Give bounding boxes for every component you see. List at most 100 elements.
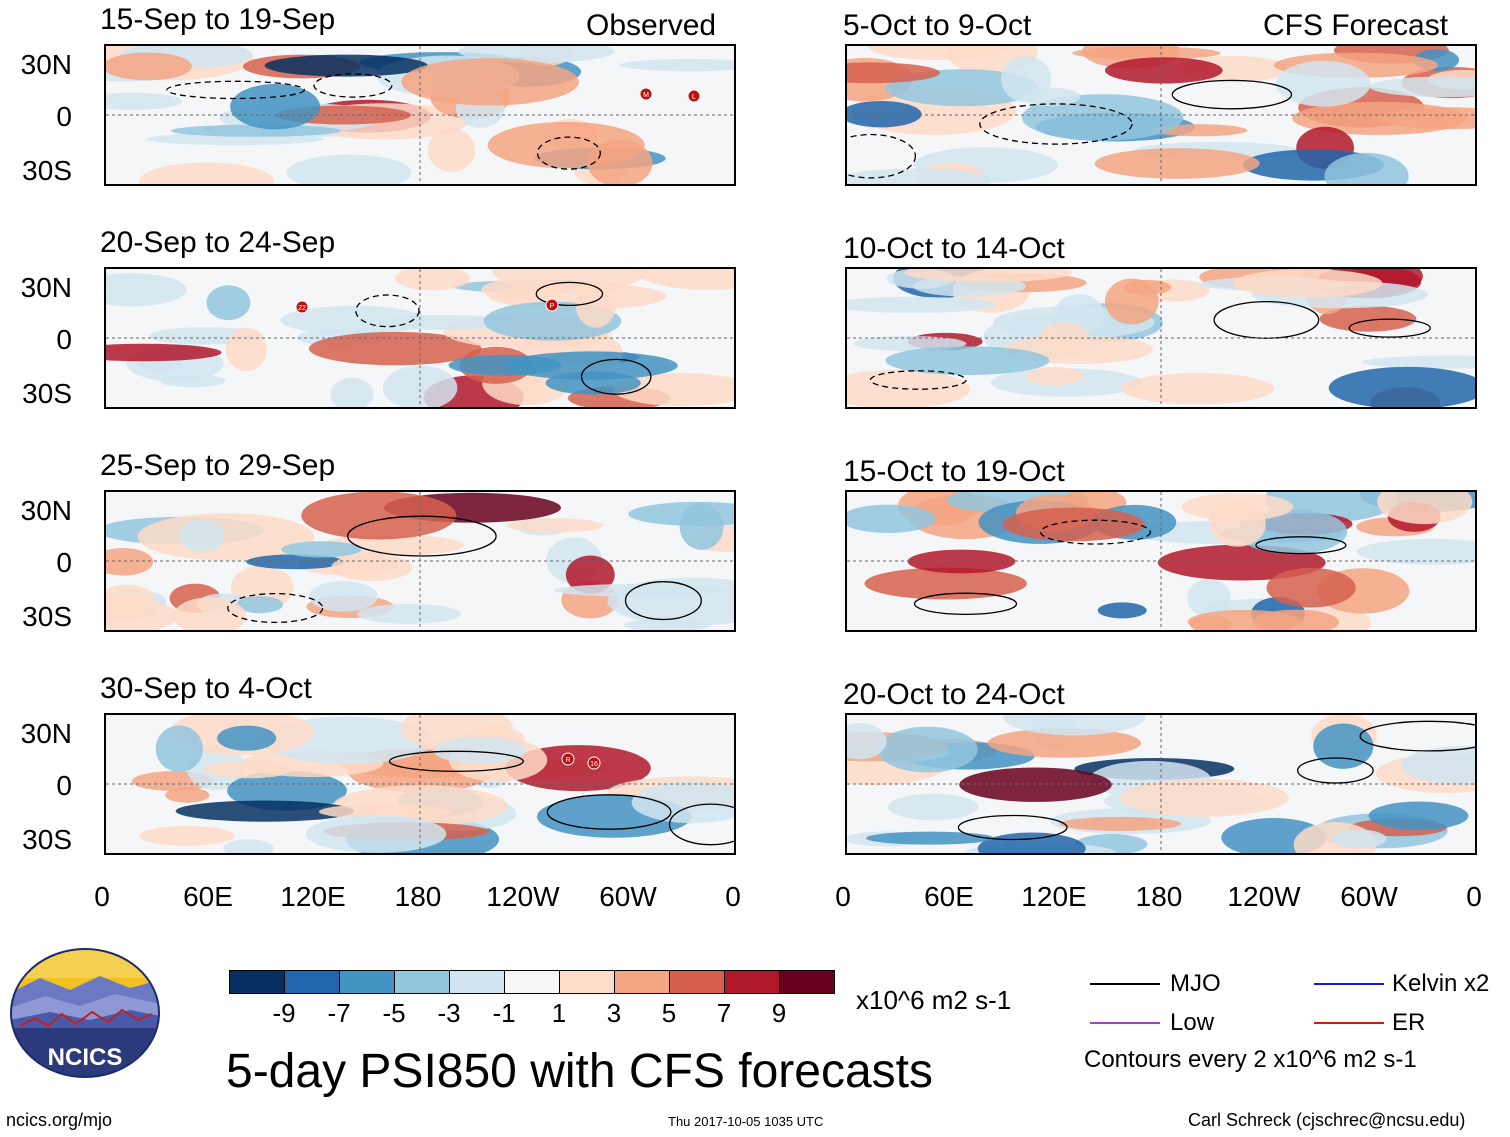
lat-tick-label: 30N xyxy=(20,49,72,80)
anomaly-region xyxy=(1266,567,1356,608)
anomaly-region xyxy=(230,84,321,130)
footer-url[interactable]: ncics.org/mjo xyxy=(6,1110,113,1130)
observed-label: Observed xyxy=(586,9,717,42)
forecast-map-panel xyxy=(845,490,1477,632)
anomaly-region xyxy=(565,555,615,594)
map-canvas: 22 P xyxy=(106,269,734,407)
colorbar-tick-label: 9 xyxy=(771,998,787,1028)
anomaly-region xyxy=(1097,602,1147,619)
lon-tick-label: 60E xyxy=(924,881,974,912)
anomaly-region xyxy=(613,373,734,407)
anomaly-region xyxy=(433,736,526,764)
anomaly-region xyxy=(165,787,210,803)
anomaly-region xyxy=(236,596,284,614)
anomaly-region xyxy=(888,793,979,821)
anomaly-region xyxy=(305,814,447,853)
anomaly-region xyxy=(106,52,192,81)
lon-tick-label: 120E xyxy=(280,881,346,912)
anomaly-region xyxy=(427,128,476,172)
anomaly-region xyxy=(847,370,970,407)
anomaly-region xyxy=(575,280,617,328)
anomaly-region xyxy=(1059,816,1182,831)
storm-marker: 16 xyxy=(587,756,601,770)
forecast-map-panel xyxy=(845,713,1477,855)
lon-tick-label: 180 xyxy=(1135,881,1183,912)
anomaly-region xyxy=(1356,538,1475,565)
anomaly-region xyxy=(175,800,354,822)
colorbar-tick-label: 5 xyxy=(661,998,677,1028)
colorbar-swatch xyxy=(284,970,340,994)
anomaly-region xyxy=(1209,501,1266,547)
anomaly-region xyxy=(206,285,251,321)
anomaly-region xyxy=(179,519,225,553)
storm-marker-label: R xyxy=(565,757,570,764)
legend-low-line xyxy=(1090,1022,1160,1024)
anomaly-region xyxy=(904,269,1072,283)
colorbar-swatch xyxy=(724,970,780,994)
storm-marker: L xyxy=(687,89,701,103)
anomaly-region xyxy=(106,584,156,615)
lon-tick-label: 0 xyxy=(725,881,741,912)
observed-panel-title: 30-Sep to 4-Oct xyxy=(100,672,312,705)
lat-tick-label: 30N xyxy=(20,495,72,526)
mjo-contour xyxy=(227,592,324,624)
mjo-contour xyxy=(1039,519,1152,545)
anomaly-region xyxy=(1002,715,1146,736)
mjo-contour xyxy=(869,370,967,390)
lon-tick-label: 60E xyxy=(183,881,233,912)
colorbar-swatch xyxy=(449,970,505,994)
anomaly-region xyxy=(847,504,936,533)
anomaly-region xyxy=(106,548,154,576)
map-canvas xyxy=(847,715,1475,853)
anomaly-region xyxy=(106,92,183,110)
colorbar-swatch xyxy=(614,970,670,994)
lon-tick-label: 120W xyxy=(486,881,560,912)
mjo-contour xyxy=(1297,757,1374,784)
mjo-contour xyxy=(313,73,393,98)
anomaly-region xyxy=(139,826,235,846)
anomaly-region xyxy=(977,832,1086,853)
storm-marker-label: M xyxy=(643,92,649,99)
anomaly-region xyxy=(1105,278,1159,325)
anomaly-region xyxy=(634,269,734,290)
legend-mjo-line xyxy=(1090,983,1160,985)
legend-er-line xyxy=(1314,1022,1384,1024)
lat-tick-label: 0 xyxy=(56,770,72,801)
anomaly-region xyxy=(1361,355,1475,369)
anomaly-region xyxy=(173,597,247,630)
anomaly-region xyxy=(866,831,995,845)
anomaly-region xyxy=(847,168,993,184)
main-title: 5-day PSI850 with CFS forecasts xyxy=(226,1045,933,1098)
anomaly-region xyxy=(847,723,887,760)
anomaly-region xyxy=(330,377,374,407)
anomaly-region xyxy=(1332,829,1387,849)
colorbar-swatch xyxy=(394,970,450,994)
anomaly-region xyxy=(1000,56,1052,103)
ncics-logo: NCICS xyxy=(10,948,160,1078)
anomaly-region xyxy=(864,567,1027,600)
mjo-contour xyxy=(166,80,305,100)
anomaly-region xyxy=(401,58,579,106)
lon-tick-label: 120E xyxy=(1021,881,1087,912)
anomaly-region xyxy=(619,59,734,72)
anomaly-region xyxy=(264,54,428,77)
anomaly-region xyxy=(553,583,727,597)
anomaly-region xyxy=(847,62,940,84)
anomaly-region xyxy=(137,513,315,561)
colorbar-swatch xyxy=(339,970,395,994)
colorbar-tick-label: -5 xyxy=(382,998,406,1028)
anomaly-region xyxy=(1121,373,1275,405)
anomaly-region xyxy=(301,492,457,540)
mjo-contour xyxy=(1213,300,1320,339)
anomaly-region xyxy=(885,346,1050,375)
observed-panel-title: 15-Sep to 19-Sep xyxy=(100,3,336,36)
anomaly-region xyxy=(987,728,1142,758)
anomaly-region xyxy=(356,604,461,624)
anomaly-region xyxy=(1002,507,1145,542)
observed-map-panel: R 16 xyxy=(104,713,736,855)
anomaly-region xyxy=(877,726,978,773)
anomaly-region xyxy=(507,518,604,533)
anomaly-region xyxy=(847,296,997,313)
forecast-panel-title: 15-Oct to 19-Oct xyxy=(843,455,1065,488)
